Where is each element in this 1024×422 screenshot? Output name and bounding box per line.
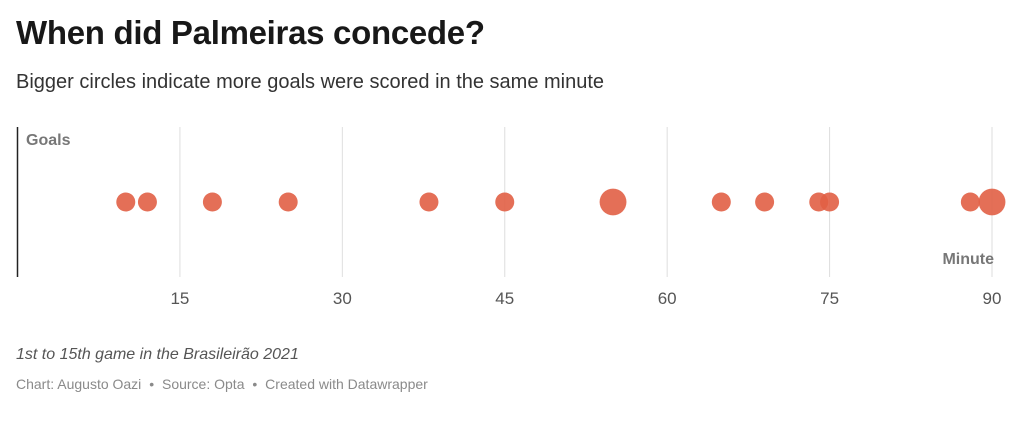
data-point[interactable] bbox=[820, 192, 840, 212]
data-point[interactable] bbox=[137, 192, 157, 212]
x-tick-label: 90 bbox=[983, 289, 1002, 308]
x-tick-labels: 15 30 45 60 75 90 bbox=[170, 289, 1001, 308]
data-point[interactable] bbox=[495, 192, 515, 212]
x-tick-label: 60 bbox=[658, 289, 677, 308]
data-points bbox=[116, 188, 1006, 216]
x-tick-label: 45 bbox=[495, 289, 514, 308]
chart-note: 1st to 15th game in the Brasileirão 2021 bbox=[16, 346, 299, 363]
chart-subtitle: Bigger circles indicate more goals were … bbox=[16, 71, 605, 93]
data-point[interactable] bbox=[202, 192, 222, 212]
y-axis-label: Goals bbox=[26, 132, 71, 149]
x-tick-label: 30 bbox=[333, 289, 352, 308]
source-credit: Source: Opta bbox=[161, 376, 245, 392]
data-point[interactable] bbox=[116, 192, 136, 212]
chart-credit: Chart: Augusto Oazi bbox=[16, 376, 142, 392]
data-point[interactable] bbox=[599, 188, 627, 216]
scatter-chart: Goals Minute 15 30 45 60 75 90 bbox=[16, 127, 1006, 308]
x-tick-label: 15 bbox=[170, 289, 189, 308]
data-point[interactable] bbox=[978, 188, 1006, 216]
footer-separator: • bbox=[252, 376, 258, 392]
data-point[interactable] bbox=[755, 192, 775, 212]
tool-credit: Created with Datawrapper bbox=[265, 376, 428, 392]
footer-separator: • bbox=[149, 376, 155, 392]
data-point[interactable] bbox=[711, 192, 731, 212]
data-point[interactable] bbox=[960, 192, 980, 212]
x-axis-label: Minute bbox=[942, 251, 994, 268]
data-point[interactable] bbox=[278, 192, 298, 212]
chart-footer: Chart: Augusto Oazi • Source: Opta • Cre… bbox=[16, 376, 428, 392]
chart-title: When did Palmeiras concede? bbox=[16, 14, 485, 51]
data-point[interactable] bbox=[419, 192, 439, 212]
x-tick-label: 75 bbox=[820, 289, 839, 308]
grid-lines bbox=[179, 127, 993, 277]
